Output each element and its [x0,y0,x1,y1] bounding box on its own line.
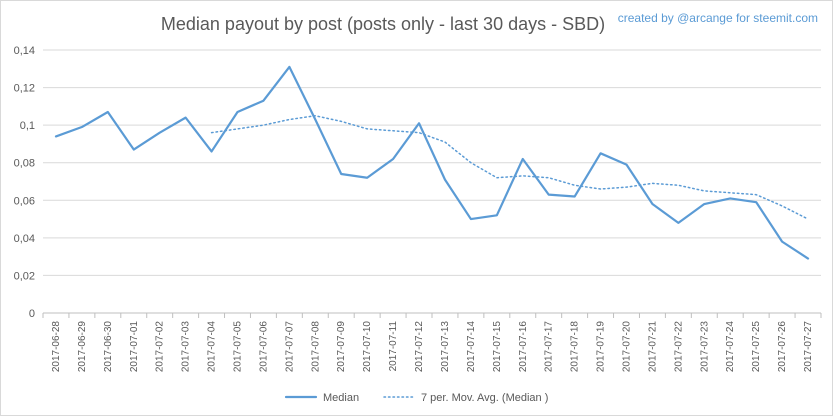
legend-label-moving-average: 7 per. Mov. Avg. (Median ) [421,392,548,404]
x-tick-label: 2017-07-21 [647,321,658,373]
x-tick-label: 2017-07-17 [544,321,555,373]
x-tick-label: 2017-07-20 [622,321,633,373]
x-tick-label: 2017-07-11 [388,321,399,372]
x-tick-label: 2017-06-28 [51,321,62,373]
y-tick-label: 0,08 [14,158,35,170]
series-lines [54,65,810,260]
x-tick-label: 2017-07-25 [751,321,762,373]
x-tick-label: 2017-06-29 [77,321,88,373]
x-tick-label: 2017-07-14 [466,321,477,373]
x-tick-label: 2017-07-04 [207,321,218,373]
chart-credit: created by @arcange for steemit.com [618,11,818,25]
x-tick-label: 2017-07-16 [518,321,529,373]
x-tick-label: 2017-07-07 [284,321,295,373]
x-tick-label: 2017-07-15 [492,321,503,373]
x-tick-label: 2017-07-18 [570,321,581,373]
x-tick-label: 2017-07-02 [155,321,166,373]
x-tick-label: 2017-07-19 [596,321,607,373]
y-tick-label: 0,02 [14,270,35,282]
y-tick-label: 0,1 [20,120,35,132]
x-tick-label: 2017-07-22 [673,321,684,373]
x-tick-label: 2017-07-13 [440,321,451,373]
x-tick-label: 2017-07-01 [129,321,140,373]
x-tick-label: 2017-07-10 [362,321,373,373]
y-tick-label: 0,06 [14,195,35,207]
x-tick-label: 2017-07-26 [777,321,788,373]
x-tick-label: 2017-07-03 [181,321,192,373]
x-tick-label: 2017-06-30 [103,321,114,373]
x-tick-label: 2017-07-24 [725,321,736,373]
x-tick-label: 2017-07-27 [803,321,814,373]
y-tick-label: 0,04 [14,233,35,245]
x-tick-label: 2017-07-12 [414,321,425,373]
x-tick-label: 2017-07-05 [233,321,244,373]
grid-lines [43,49,821,314]
y-axis-ticks: 0 0,02 0,04 0,06 0,08 0,1 0,12 0,14 [14,45,35,320]
y-tick-label: 0 [29,308,35,320]
chart-title: Median payout by post (posts only - last… [161,14,605,34]
x-axis-ticks: 2017-06-28 2017-06-29 2017-06-30 2017-07-01… [42,313,822,373]
y-tick-label: 0,14 [14,45,35,57]
x-tick-label: 2017-07-23 [699,321,710,373]
legend-label-median: Median [323,392,359,404]
x-tick-label: 2017-07-08 [310,321,321,373]
x-tick-label: 2017-07-09 [336,321,347,373]
moving-average-line [210,115,809,220]
y-tick-label: 0,12 [14,83,35,95]
x-tick-label: 2017-07-06 [258,321,269,373]
median-line [54,65,810,260]
legend: Median 7 per. Mov. Avg. (Median ) [284,392,548,404]
